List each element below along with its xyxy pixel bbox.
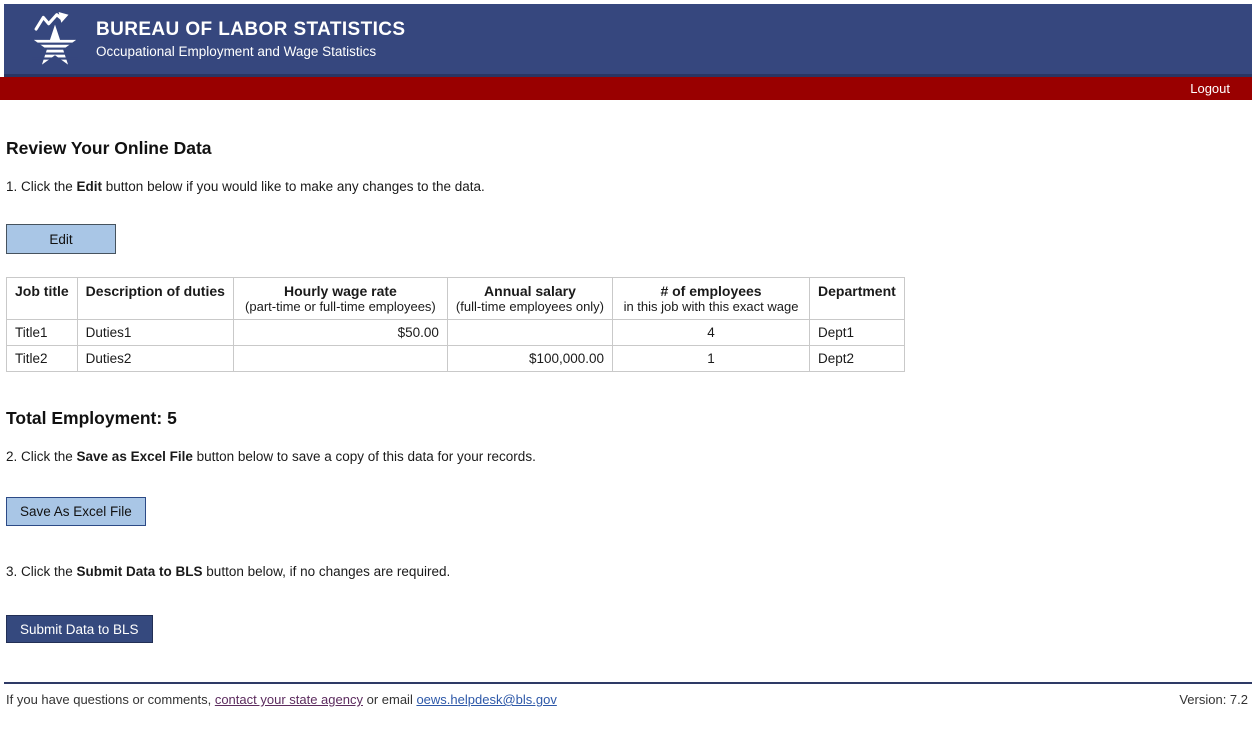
- column-header-job-title: Job title: [6, 277, 78, 320]
- cell-department: Dept1: [809, 319, 905, 346]
- footer-help-text: If you have questions or comments, conta…: [6, 692, 557, 707]
- step2-bold: Save as Excel File: [76, 449, 193, 464]
- table-row: Title2 Duties2 $100,000.00 1 Dept2: [6, 345, 905, 372]
- email-link[interactable]: oews.helpdesk@bls.gov: [416, 692, 557, 707]
- step3-bold: Submit Data to BLS: [76, 564, 203, 579]
- cell-department: Dept2: [809, 345, 905, 372]
- cell-job-title: Title1: [6, 319, 78, 346]
- step1-suffix: button below if you would like to make a…: [102, 179, 485, 194]
- state-agency-link[interactable]: contact your state agency: [214, 692, 363, 707]
- column-header-num-employees: # of employees in this job with this exa…: [612, 277, 811, 320]
- cell-num-employees: 4: [612, 319, 811, 346]
- column-header-description: Description of duties: [76, 277, 234, 320]
- site-title: BUREAU OF LABOR STATISTICS: [96, 19, 406, 40]
- cell-num-employees: 1: [612, 345, 811, 372]
- step1-instruction: 1. Click the Edit button below if you wo…: [6, 179, 1250, 194]
- site-subtitle: Occupational Employment and Wage Statist…: [96, 44, 377, 59]
- header-bar: BUREAU OF LABOR STATISTICS Occupational …: [4, 4, 1252, 77]
- column-header-department: Department: [809, 277, 905, 320]
- main-content: Review Your Online Data 1. Click the Edi…: [0, 138, 1256, 643]
- table-row: Title1 Duties1 $50.00 4 Dept1: [6, 319, 905, 346]
- step3-suffix: button below, if no changes are required…: [202, 564, 451, 579]
- logout-link[interactable]: Logout: [1190, 81, 1230, 96]
- step3-prefix: 3. Click the: [6, 564, 77, 579]
- step2-prefix: 2. Click the: [6, 449, 77, 464]
- column-header-annual-salary: Annual salary (full-time employees only): [446, 277, 614, 320]
- submit-data-button[interactable]: Submit Data to BLS: [6, 615, 153, 643]
- save-as-excel-button[interactable]: Save As Excel File: [6, 497, 146, 526]
- wage-data-table: Job title Description of duties Hourly w…: [6, 277, 905, 372]
- header-titles: BUREAU OF LABOR STATISTICS Occupational …: [96, 19, 405, 59]
- footer-prefix: If you have questions or comments,: [6, 692, 215, 707]
- cell-annual-salary: [446, 319, 614, 346]
- utility-bar: Logout: [0, 77, 1252, 100]
- column-header-hourly-wage: Hourly wage rate (part-time or full-time…: [232, 277, 448, 320]
- edit-button[interactable]: Edit: [6, 224, 116, 254]
- step2-suffix: button below to save a copy of this data…: [192, 449, 536, 464]
- step2-instruction: 2. Click the Save as Excel File button b…: [6, 449, 1250, 464]
- step1-prefix: 1. Click the: [6, 179, 77, 194]
- step3-instruction: 3. Click the Submit Data to BLS button b…: [6, 564, 1250, 579]
- cell-description: Duties1: [76, 319, 234, 346]
- table-header-row: Job title Description of duties Hourly w…: [6, 277, 905, 320]
- bls-logo-icon: [28, 10, 82, 68]
- total-employment-heading: Total Employment: 5: [6, 408, 177, 428]
- footer-middle: or email: [362, 692, 417, 707]
- footer: If you have questions or comments, conta…: [4, 682, 1252, 721]
- cell-hourly-wage: [232, 345, 448, 372]
- cell-annual-salary: $100,000.00: [446, 345, 614, 372]
- version-label: Version: 7.2: [1179, 692, 1248, 707]
- step1-bold: Edit: [76, 179, 103, 194]
- cell-description: Duties2: [76, 345, 234, 372]
- cell-job-title: Title2: [6, 345, 78, 372]
- page-title: Review Your Online Data: [6, 138, 212, 158]
- cell-hourly-wage: $50.00: [232, 319, 448, 346]
